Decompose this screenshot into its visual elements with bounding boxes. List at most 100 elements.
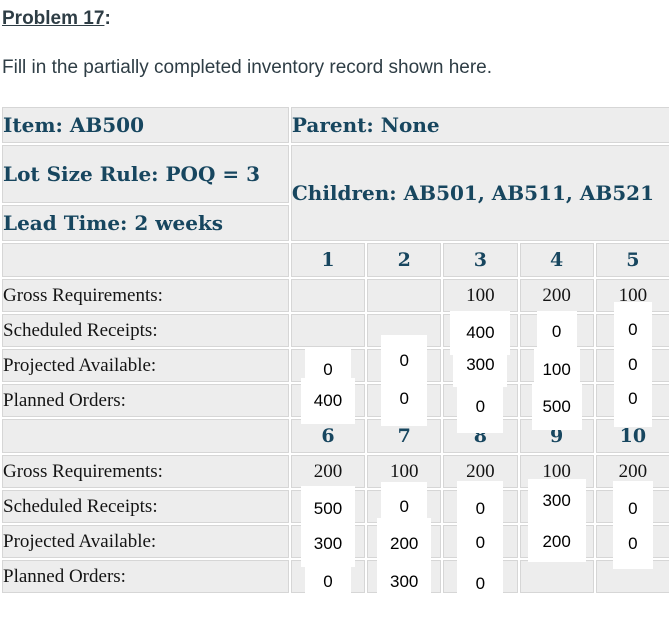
answer-box[interactable]: 0 bbox=[457, 558, 504, 609]
answer-box[interactable]: 300 bbox=[377, 555, 432, 608]
answer-value: 0 bbox=[323, 571, 333, 591]
grid-cell: 0 bbox=[443, 514, 518, 571]
answer-value: 0 bbox=[399, 496, 409, 516]
answer-box[interactable]: 500 bbox=[531, 383, 582, 430]
grid-row: Scheduled Receipts: 500 0 0 300 0 bbox=[2, 478, 669, 537]
answer-box[interactable]: 200 bbox=[527, 521, 586, 562]
grid-row: Gross Requirements: 200 100 200 100 200 bbox=[2, 455, 669, 488]
grid-row: Gross Requirements: 100 200 100 bbox=[2, 279, 669, 312]
parent-cell: Parent: None bbox=[290, 107, 669, 143]
grid-cell: 0 bbox=[595, 518, 669, 569]
row-label: Planned Orders: bbox=[2, 560, 289, 593]
answer-value: 300 bbox=[390, 571, 419, 591]
inventory-record-table: Item: AB500 Parent: None Lot Size Rule: … bbox=[0, 105, 669, 609]
grid-cell: 100 bbox=[443, 279, 518, 312]
grid-cell: 500 bbox=[290, 485, 366, 532]
answer-value: 0 bbox=[475, 532, 486, 552]
grid-cell: 300 bbox=[519, 478, 594, 523]
given-value: 200 bbox=[618, 460, 648, 482]
grid-cell: 400 bbox=[290, 377, 366, 424]
grid-row: Projected Available: 0 0 300 100 0 bbox=[2, 334, 669, 394]
grid-cell bbox=[367, 279, 442, 312]
row-label: Projected Available: bbox=[2, 525, 289, 558]
answer-value: 0 bbox=[475, 498, 486, 518]
period-header-cell: 2 bbox=[367, 243, 442, 277]
answer-value: 300 bbox=[313, 533, 343, 553]
grid-cell: 0 bbox=[367, 371, 442, 426]
answer-box[interactable]: 0 bbox=[381, 371, 428, 426]
item-cell: Item: AB500 bbox=[2, 107, 289, 143]
grid-cell: 300 bbox=[443, 342, 518, 387]
answer-value: 0 bbox=[628, 319, 638, 339]
grid-cell bbox=[290, 314, 366, 347]
given-value: 100 bbox=[618, 284, 648, 306]
info-row-lead-time: Lead Time: 2 weeks bbox=[2, 205, 669, 241]
grid-row: Planned Orders: 0 300 0 bbox=[2, 555, 669, 609]
page-title: Problem 17: bbox=[2, 8, 669, 30]
answer-value: 400 bbox=[466, 322, 495, 342]
grid-cell bbox=[290, 279, 366, 312]
grid-row: Scheduled Receipts: 400 0 0 bbox=[2, 301, 669, 358]
grid-cell: 500 bbox=[519, 383, 594, 430]
grid-cell: 0 bbox=[443, 380, 518, 433]
answer-box[interactable]: 400 bbox=[300, 377, 355, 424]
answer-value: 0 bbox=[399, 350, 409, 370]
row-label: Gross Requirements: bbox=[2, 279, 289, 312]
given-value: 200 bbox=[313, 460, 343, 482]
given-value: 100 bbox=[466, 284, 495, 306]
answer-value: 0 bbox=[475, 396, 486, 416]
period-header-spacer bbox=[2, 419, 289, 453]
row-label: Gross Requirements: bbox=[2, 455, 289, 488]
answer-value: 0 bbox=[628, 388, 638, 408]
grid-cell: 0 bbox=[443, 558, 518, 609]
answer-value: 200 bbox=[390, 533, 419, 553]
answer-value: 0 bbox=[551, 321, 562, 341]
given-value: 200 bbox=[466, 460, 495, 482]
lead-time-cell: Lead Time: 2 weeks bbox=[2, 205, 289, 241]
grid-cell: 200 bbox=[519, 521, 594, 562]
answer-box[interactable]: 0 bbox=[613, 370, 652, 427]
row-label: Planned Orders: bbox=[2, 384, 289, 417]
info-row-item-parent: Item: AB500 Parent: None bbox=[2, 107, 669, 143]
grid-cell: 0 bbox=[595, 370, 669, 427]
instruction-text: Fill in the partially completed inventor… bbox=[2, 57, 493, 78]
answer-value: 100 bbox=[542, 359, 571, 379]
row-label: Scheduled Receipts: bbox=[2, 490, 289, 523]
answer-value: 200 bbox=[542, 531, 571, 551]
period-header-cell: 4 bbox=[519, 243, 594, 277]
given-value: 200 bbox=[542, 284, 571, 306]
period-header-cell: 1 bbox=[290, 243, 366, 277]
answer-box[interactable]: 0 bbox=[612, 518, 653, 569]
answer-value: 0 bbox=[399, 388, 409, 408]
grid-cell: 200 bbox=[290, 455, 366, 488]
answer-value: 400 bbox=[313, 390, 343, 410]
grid-cell bbox=[519, 560, 594, 593]
info-row-lot-size: Lot Size Rule: POQ = 3 Children: AB501, … bbox=[2, 145, 669, 241]
answer-value: 0 bbox=[628, 354, 638, 374]
grid-row: Planned Orders: 400 0 0 500 0 bbox=[2, 370, 669, 433]
lot-size-rule-cell: Lot Size Rule: POQ = 3 bbox=[2, 145, 289, 203]
answer-box[interactable]: 0 bbox=[304, 557, 351, 606]
grid-cell: 100 bbox=[519, 347, 594, 392]
answer-box[interactable]: 0 bbox=[536, 310, 577, 353]
children-cell: Children: AB501, AB511, AB521 bbox=[290, 145, 669, 241]
page-title-text: Problem 17 bbox=[2, 8, 105, 29]
row-label: Projected Available: bbox=[2, 349, 289, 382]
grid-row: Projected Available: 300 200 0 200 0 bbox=[2, 514, 669, 571]
period-header-cell: 3 bbox=[443, 243, 518, 277]
answer-box[interactable]: 0 bbox=[457, 380, 504, 433]
answer-value: 500 bbox=[542, 396, 571, 416]
grid-cell: 300 bbox=[290, 520, 366, 567]
grid-cell: 0 bbox=[519, 310, 594, 353]
answer-value: 0 bbox=[628, 498, 638, 518]
answer-box[interactable]: 300 bbox=[453, 342, 508, 387]
period-header-cell: 5 bbox=[595, 243, 669, 277]
grid-cell: 300 bbox=[367, 555, 442, 608]
grid-cell: 200 bbox=[519, 279, 594, 312]
answer-value: 0 bbox=[628, 533, 638, 553]
answer-box[interactable]: 300 bbox=[527, 478, 586, 523]
period-header-cell: 6 bbox=[290, 419, 366, 453]
answer-value: 0 bbox=[475, 573, 486, 593]
page-title-colon: : bbox=[104, 8, 111, 29]
